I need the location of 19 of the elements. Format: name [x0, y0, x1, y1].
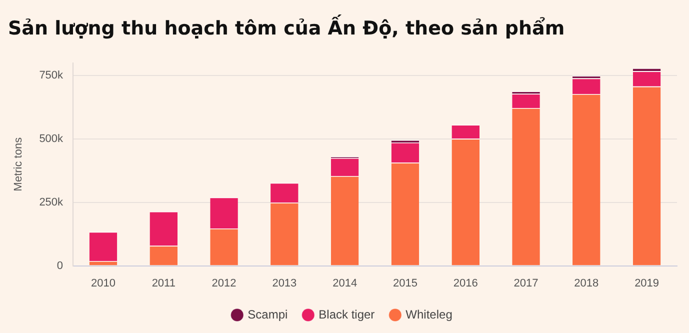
- x-tick-label: 2013: [272, 277, 297, 290]
- y-tick-label: 0: [56, 260, 64, 272]
- y-tick-label: 500k: [39, 132, 64, 145]
- x-tick-label: 2016: [453, 277, 478, 290]
- legend-label: Scampi: [248, 307, 288, 322]
- legend-label: Whiteleg: [406, 307, 452, 322]
- x-tick-label: 2017: [514, 277, 538, 290]
- x-tick-label: 2014: [332, 277, 358, 290]
- x-tick-label: 2018: [574, 277, 599, 290]
- y-tick-label: 750k: [39, 70, 64, 82]
- x-tick-label: 2010: [91, 277, 116, 290]
- x-tick-label: 2012: [212, 277, 236, 290]
- x-tick-label: 2019: [634, 277, 660, 290]
- y-axis-title: Metric tons: [12, 136, 25, 192]
- legend-label: Black tiger: [318, 307, 375, 322]
- x-tick-label: 2015: [392, 277, 418, 290]
- chart-title: Sản lượng thu hoạch tôm của Ấn Độ, theo sản phẩm: [8, 13, 565, 40]
- y-tick-label: 250k: [39, 196, 64, 208]
- x-tick-label: 2011: [152, 277, 176, 290]
